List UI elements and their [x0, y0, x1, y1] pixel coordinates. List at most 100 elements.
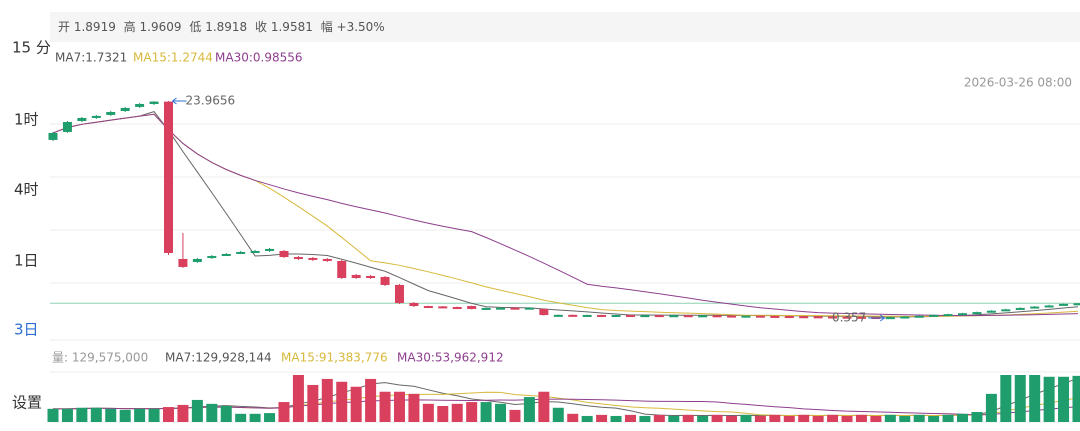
candle-body [799, 316, 809, 319]
candle-body [900, 316, 910, 319]
label: 收 [255, 20, 267, 34]
candle-body [539, 308, 549, 316]
volume-bar [985, 393, 997, 422]
candle-body [467, 306, 477, 309]
volume-bar [1043, 376, 1055, 422]
candle-body [611, 315, 621, 318]
volume-bar [278, 402, 290, 422]
candle-body [784, 316, 794, 319]
volume-bar [220, 405, 232, 422]
ohlc-text: 开 1.8919 高 1.9609 低 1.8918 收 1.9581 幅 +3… [58, 19, 385, 34]
volume-bar [307, 384, 319, 422]
value: 1.9609 [140, 20, 182, 34]
candle-body [568, 314, 578, 317]
volume-legend: MA7:129,928,144 [165, 351, 272, 365]
volume-bar [596, 414, 608, 422]
timeframe-selected[interactable]: 3日 [14, 321, 39, 339]
candle-body [597, 314, 607, 317]
timeframe[interactable]: 4时 [14, 181, 39, 199]
volume-bar [812, 415, 824, 422]
candle-body [741, 315, 751, 318]
volume-bar [855, 414, 867, 422]
label: 开 [58, 20, 70, 34]
volume-bar [827, 414, 839, 422]
volume-bar [668, 415, 680, 422]
volume-bar [336, 381, 348, 422]
candle-body [452, 307, 462, 310]
value: +3.50% [337, 20, 385, 34]
ma-legend: MA15:1.2744 [133, 51, 213, 65]
volume-bar [134, 408, 146, 422]
volume-bar [711, 414, 723, 422]
candle-body [943, 314, 953, 317]
volume-bar [119, 409, 131, 422]
candle-body [106, 111, 116, 115]
ma-line [52, 113, 1079, 317]
value: 1.8918 [205, 20, 247, 34]
candle-body [481, 307, 491, 310]
candle-body [207, 256, 217, 259]
volume-bar [162, 407, 174, 422]
volume-bar [1072, 375, 1080, 422]
settings[interactable]: 设置 [12, 394, 42, 412]
label: 低 [189, 20, 201, 34]
volume-bar [610, 415, 622, 422]
volume-bar [495, 403, 507, 422]
candle-body [337, 260, 347, 278]
candle-body [380, 276, 390, 285]
timestamp: 2026-03-26 08:00 [964, 76, 1072, 90]
volume-bar [177, 404, 189, 422]
volume-bar [639, 415, 651, 422]
volume-bar [1000, 375, 1012, 422]
candle-body [192, 258, 202, 262]
volume-legend: MA30:53,962,912 [397, 351, 504, 365]
candle-body [265, 248, 275, 251]
timeframe[interactable]: 1日 [14, 252, 39, 270]
label: 幅 [321, 19, 333, 34]
volume-bar [191, 399, 203, 422]
volume-bar [1014, 375, 1026, 422]
volume-bar [292, 375, 304, 422]
candle-body [423, 306, 433, 309]
volume-bar [769, 414, 781, 422]
candle-body [1001, 309, 1011, 312]
candle-body [394, 284, 404, 303]
volume-bar [466, 402, 478, 422]
candle-body [221, 253, 231, 256]
volume-bar [408, 393, 420, 422]
candle-body [669, 315, 679, 318]
candle-body [958, 313, 968, 316]
candle-body [62, 122, 72, 132]
candle-body [409, 302, 419, 307]
candle-body [986, 310, 996, 313]
volume-bar [841, 415, 853, 422]
volume-bar [451, 403, 463, 422]
volume-bar [437, 405, 449, 422]
candle-body [582, 314, 592, 317]
timeframe[interactable]: 1时 [14, 111, 39, 129]
volume-bar [740, 414, 752, 422]
candle-body [553, 314, 563, 317]
candle-body [1044, 305, 1054, 308]
volume-bar [249, 413, 261, 422]
volume-bar [365, 378, 377, 422]
volume-bar [928, 415, 940, 422]
volume-bar [523, 397, 535, 422]
candle-body [279, 250, 289, 258]
volume-bar [552, 407, 564, 422]
volume-bar [581, 415, 593, 422]
volume-bar [47, 408, 59, 422]
volume-bar [76, 407, 88, 422]
volume-bar [235, 413, 247, 422]
timeframe[interactable]: 15 分 [12, 39, 51, 57]
candle-body [1030, 306, 1040, 309]
candle-body [366, 275, 376, 278]
value: 1.8919 [74, 20, 116, 34]
volume-bar [538, 391, 550, 422]
ma-legend: MA30:0.98556 [215, 51, 303, 65]
volume-bar [783, 415, 795, 422]
candle-body [842, 316, 852, 319]
volume-bar [61, 408, 73, 422]
candle-body [1059, 303, 1069, 306]
